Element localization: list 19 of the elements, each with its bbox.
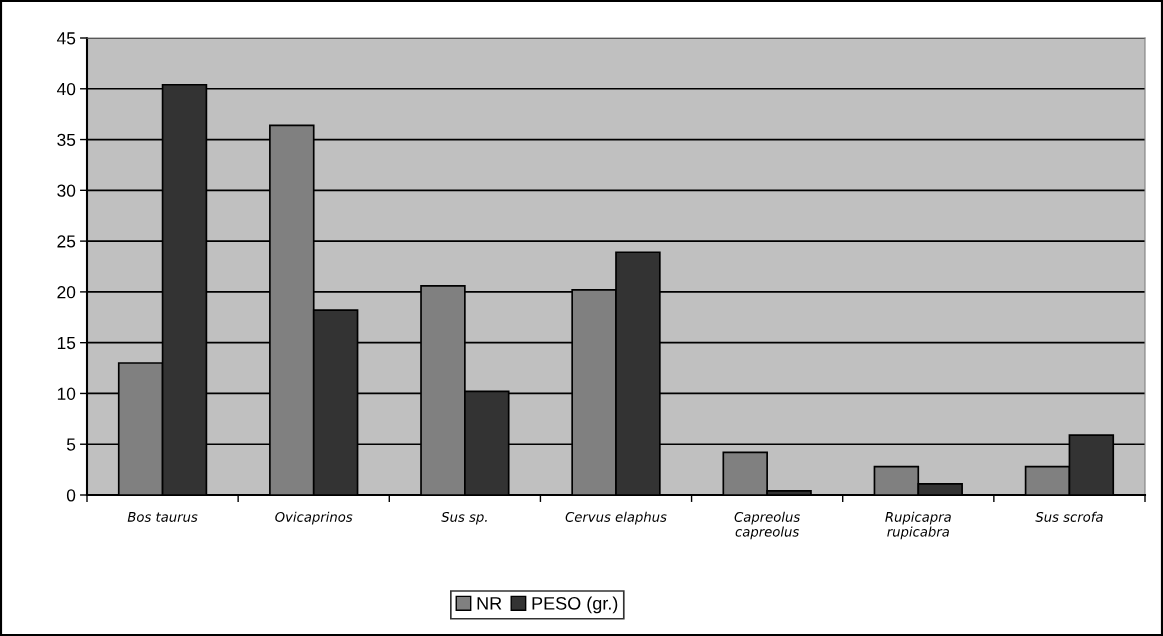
y-tick-label: 0 <box>66 489 76 502</box>
y-tick-label: 35 <box>57 133 76 147</box>
y-tick-label: 25 <box>57 235 76 248</box>
y-tick-label: 30 <box>57 184 76 197</box>
x-tick-label: Cervus elaphus <box>565 511 667 525</box>
y-tick-label: 20 <box>57 286 76 299</box>
x-tick-label: Sus scrofa <box>1035 511 1103 522</box>
y-tick-label: 40 <box>56 82 76 96</box>
y-tick-label: 5 <box>66 438 76 451</box>
x-tick-label: Bos taurus <box>127 512 198 522</box>
x-tick-label: Sus sp. <box>441 511 487 525</box>
y-tick-label: 10 <box>57 387 76 400</box>
y-tick-label: 15 <box>57 337 76 350</box>
legend-label: PESO (gr.) <box>532 596 618 614</box>
x-tick-label: Ovicaprinos <box>275 511 353 525</box>
legend-label: NR <box>477 597 502 610</box>
x-tick-label: Rupicapra rupicabra <box>885 511 951 540</box>
y-tick-label: 45 <box>56 32 76 45</box>
x-tick-label: Capreolus capreolus <box>734 511 800 540</box>
